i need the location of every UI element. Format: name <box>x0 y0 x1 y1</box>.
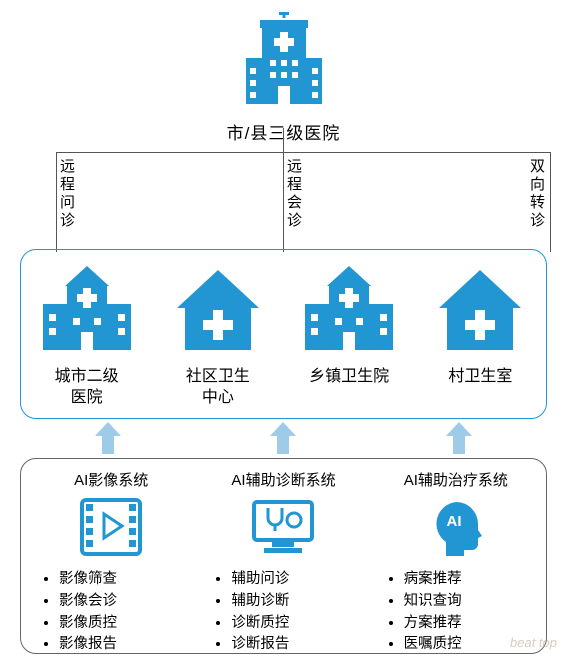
connector-label-2: 远程会诊 <box>287 158 305 230</box>
connector-v1 <box>56 152 57 252</box>
list-item: 影像质控 <box>59 613 189 635</box>
house-cross-icon <box>433 343 527 360</box>
mid-label-0: 城市二级医院 <box>21 367 152 409</box>
list-item: 诊断质控 <box>231 613 361 635</box>
mid-cell-3: 村卫生室 <box>415 250 546 418</box>
mid-cell-2: 乡镇卫生院 <box>284 250 415 418</box>
ai-systems: AI影像系统 影像筛查 影像会诊 影像质控 影像报告 AI辅助诊断系统 辅助问诊… <box>20 458 547 654</box>
up-arrows <box>20 420 547 460</box>
mid-label-3: 村卫生室 <box>415 367 546 388</box>
hospital-wide-icon <box>301 343 397 360</box>
arrow-up-icon <box>444 420 474 460</box>
ai-list-0: 影像筛查 影像会诊 影像质控 影像报告 <box>33 569 189 656</box>
svg-text:AI: AI <box>446 513 461 530</box>
house-cross-icon <box>171 343 265 360</box>
hospital-wide-icon <box>39 343 135 360</box>
list-item: 诊断报告 <box>231 634 361 656</box>
list-item: 辅助诊断 <box>231 591 361 613</box>
list-item: 影像筛查 <box>59 569 189 591</box>
ai-list-1: 辅助问诊 辅助诊断 诊断质控 诊断报告 <box>205 569 361 656</box>
mid-label-2: 乡镇卫生院 <box>284 367 415 388</box>
mid-cell-1: 社区卫生中心 <box>152 250 283 418</box>
list-item: 影像会诊 <box>59 591 189 613</box>
list-item: 影像报告 <box>59 634 189 656</box>
top-hospital: 市/县三级医院 <box>20 0 547 144</box>
list-item: 病案推荐 <box>404 569 534 591</box>
mid-label-1: 社区卫生中心 <box>152 367 283 409</box>
arrow-up-icon <box>93 420 123 460</box>
watermark: beat top <box>510 635 557 650</box>
ai-title-2: AI辅助治疗系统 <box>378 469 534 490</box>
mid-cell-0: 城市二级医院 <box>21 250 152 418</box>
head-ai-icon: AI <box>378 498 534 561</box>
list-item: 知识查询 <box>404 591 534 613</box>
monitor-steth-icon <box>205 498 361 561</box>
ai-title-1: AI辅助诊断系统 <box>205 469 361 490</box>
ai-title-0: AI影像系统 <box>33 469 189 490</box>
list-item: 辅助问诊 <box>231 569 361 591</box>
connector-stem <box>283 128 284 152</box>
ai-col-1: AI辅助诊断系统 辅助问诊 辅助诊断 诊断质控 诊断报告 <box>197 469 369 643</box>
connector-horizontal <box>56 152 550 153</box>
film-play-icon <box>33 498 189 561</box>
list-item: 方案推荐 <box>404 613 534 635</box>
arrow-up-icon <box>268 420 298 460</box>
connector-v3 <box>550 152 551 252</box>
ai-col-2: AI辅助治疗系统 AI 病案推荐 知识查询 方案推荐 医嘱质控 <box>370 469 542 643</box>
ai-col-0: AI影像系统 影像筛查 影像会诊 影像质控 影像报告 <box>25 469 197 643</box>
connector-label-1: 远程问诊 <box>60 158 78 230</box>
hospital-tall-icon <box>240 97 328 114</box>
connector-v2 <box>283 152 284 252</box>
connector-label-3: 双向转诊 <box>530 158 548 230</box>
middle-institutions: 城市二级医院 社区卫生中心 <box>20 249 547 419</box>
